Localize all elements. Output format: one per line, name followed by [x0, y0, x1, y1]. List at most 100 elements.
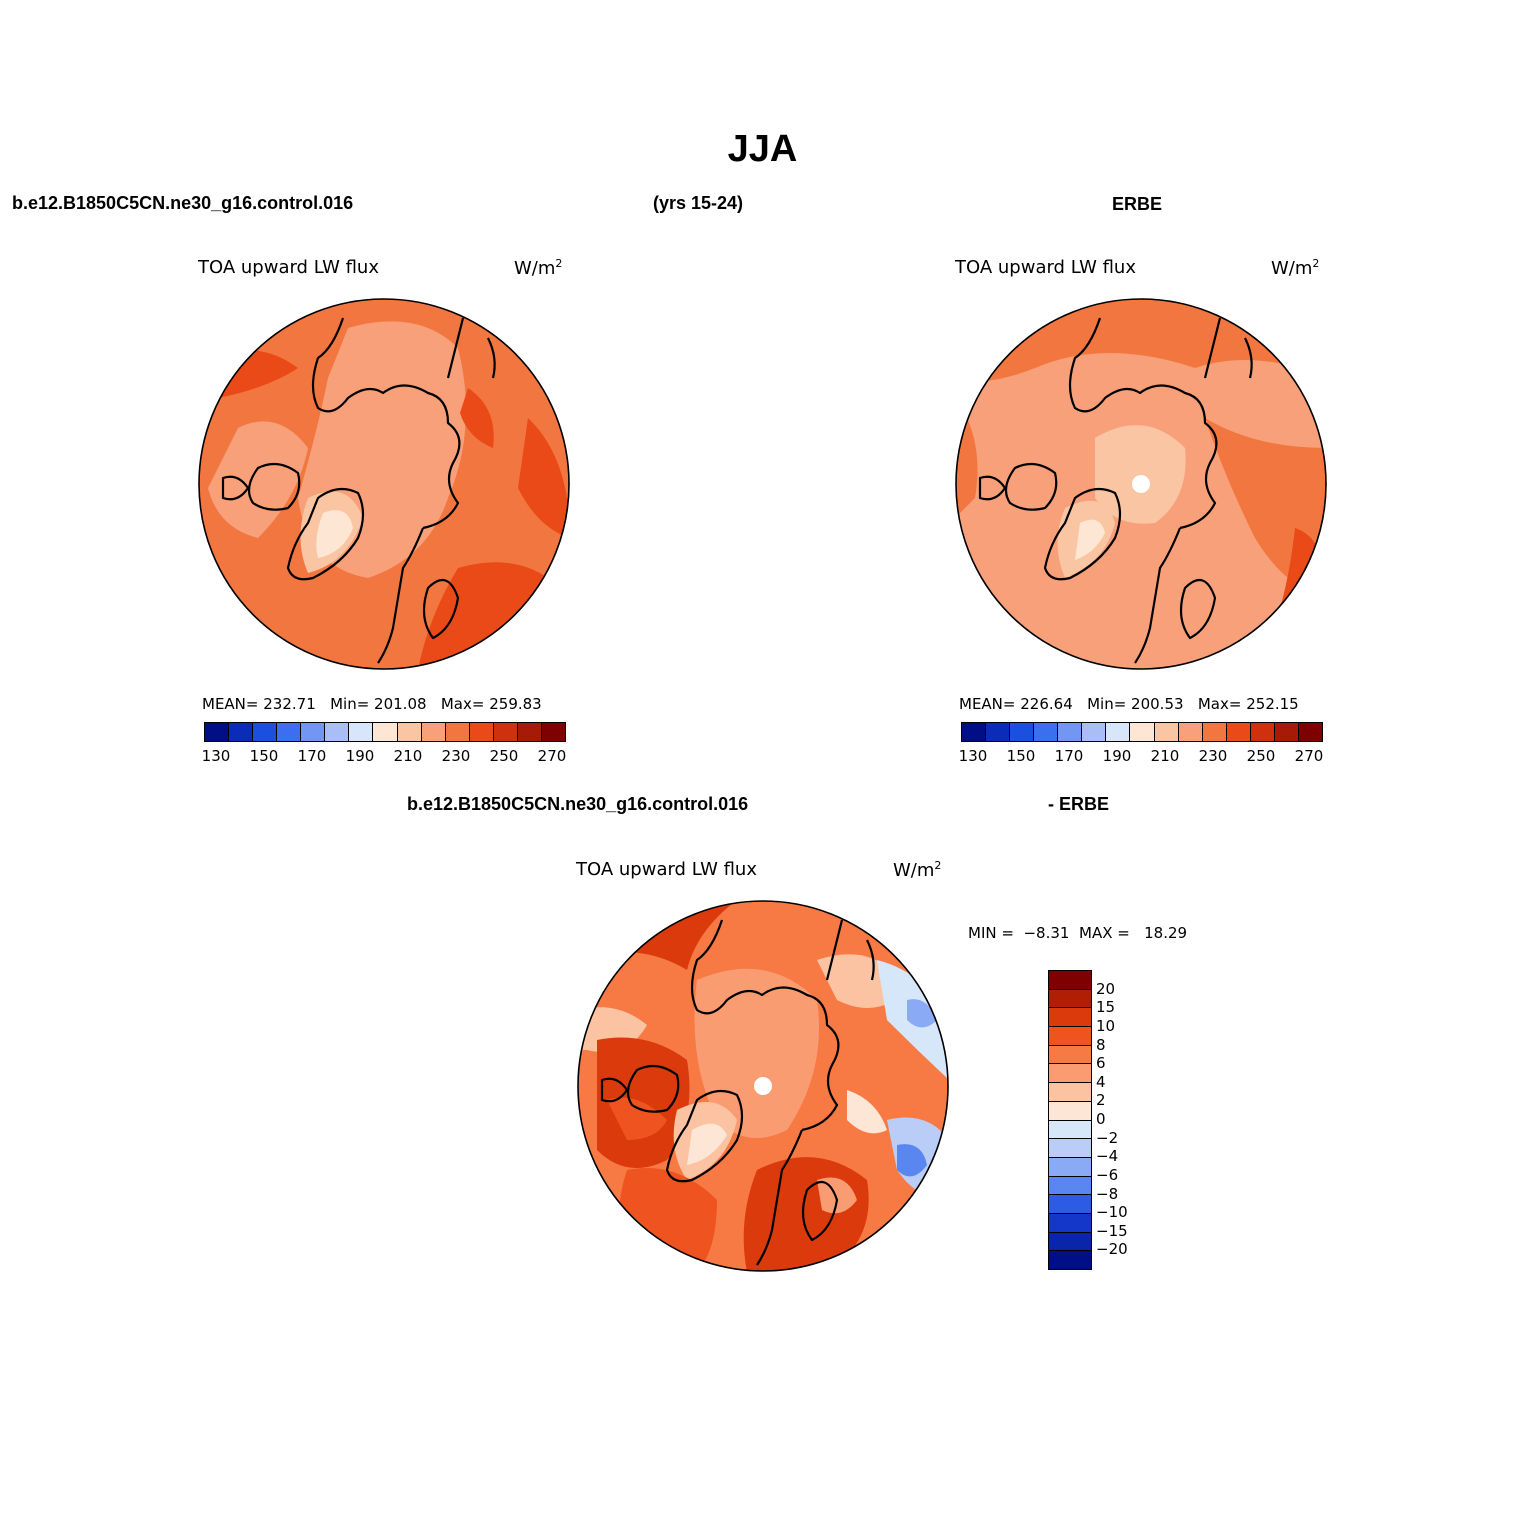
colorbar-tick-label: 250	[1246, 747, 1276, 765]
colorbar-swatch	[1250, 723, 1275, 741]
colorbar-tick-label: 150	[249, 747, 279, 765]
colorbar-tick-label: 230	[441, 747, 471, 765]
colorbar-tick-label: 15	[1096, 998, 1116, 1017]
colorbar-swatch	[1049, 1232, 1091, 1252]
colorbar-swatch	[1034, 723, 1059, 741]
colorbar-tick-label: 190	[1102, 747, 1132, 765]
colorbar-tick-label: −8	[1096, 1184, 1119, 1203]
diff-min-max: MIN = −8.31 MAX = 18.29	[968, 924, 1188, 942]
obs-colorbar	[961, 722, 1323, 742]
colorbar-tick-label: 250	[489, 747, 519, 765]
colorbar-swatch	[253, 723, 278, 741]
colorbar-swatch	[1049, 1251, 1091, 1269]
obs-panel-title: TOA upward LW flux	[955, 257, 1136, 278]
colorbar-swatch	[1049, 1027, 1091, 1046]
colorbar-swatch	[301, 723, 326, 741]
colorbar-tick-label: 0	[1096, 1110, 1106, 1128]
colorbar-swatch	[373, 723, 398, 741]
diff-panel-title: TOA upward LW flux	[576, 859, 757, 880]
model-polar-map	[198, 298, 570, 670]
colorbar-tick-label: −4	[1096, 1147, 1119, 1166]
colorbar-tick-label: 2	[1096, 1091, 1106, 1110]
diff-header-case: b.e12.B1850C5CN.ne30_g16.control.016	[407, 794, 749, 814]
colorbar-swatch	[1049, 989, 1091, 1009]
colorbar-swatch	[1049, 1064, 1091, 1084]
colorbar-tick-label: −15	[1096, 1221, 1128, 1240]
colorbar-swatch	[1049, 1101, 1091, 1121]
colorbar-swatch	[986, 723, 1011, 741]
colorbar-tick-label: 8	[1096, 1035, 1106, 1054]
model-colorbar	[204, 722, 566, 742]
obs-stats: MEAN= 226.64 Min= 200.53 Max= 252.15	[959, 695, 1299, 713]
colorbar-tick-label: 170	[297, 747, 327, 765]
obs-panel-units: W/m2	[1271, 257, 1320, 279]
colorbar-swatch	[469, 723, 494, 741]
colorbar-tick-label: 10	[1096, 1016, 1116, 1035]
colorbar-swatch	[445, 723, 470, 741]
model-panel-units: W/m2	[514, 257, 563, 279]
colorbar-tick-label: 190	[345, 747, 375, 765]
colorbar-swatch	[1202, 723, 1227, 741]
case-name: b.e12.B1850C5CN.ne30_g16.control.016	[12, 193, 354, 213]
colorbar-tick-label: −10	[1096, 1203, 1128, 1222]
colorbar-swatch	[962, 723, 987, 741]
colorbar-tick-label: 270	[1294, 747, 1324, 765]
colorbar-swatch	[397, 723, 422, 741]
colorbar-tick-label: 130	[201, 747, 231, 765]
colorbar-swatch	[421, 723, 446, 741]
colorbar-swatch	[1178, 723, 1203, 741]
model-colorbar-labels: 130 150 170 190 210 230 250 270	[201, 747, 567, 765]
figure-title: JJA	[727, 128, 798, 170]
colorbar-tick-label: −6	[1096, 1165, 1119, 1184]
model-panel-title: TOA upward LW flux	[198, 257, 379, 278]
colorbar-swatch	[349, 723, 374, 741]
colorbar-swatch	[1049, 1195, 1091, 1214]
colorbar-tick-label: 6	[1096, 1054, 1106, 1073]
colorbar-swatch	[1049, 1213, 1091, 1233]
pole-missing-data	[1132, 475, 1150, 493]
colorbar-swatch	[277, 723, 302, 741]
colorbar-swatch	[1049, 1045, 1091, 1065]
colorbar-tick-label: 4	[1096, 1072, 1106, 1091]
colorbar-swatch	[1298, 723, 1322, 741]
colorbar-tick-label: 150	[1006, 747, 1036, 765]
colorbar-swatch	[1106, 723, 1131, 741]
colorbar-swatch	[1049, 1176, 1091, 1196]
colorbar-swatch	[325, 723, 350, 741]
colorbar-tick-label: 270	[537, 747, 567, 765]
colorbar-swatch	[1049, 1120, 1091, 1140]
obs-polar-map	[955, 298, 1327, 670]
colorbar-swatch	[1274, 723, 1299, 741]
diff-panel-units: W/m2	[893, 859, 942, 881]
diff-colorbar	[1048, 970, 1092, 1270]
obs-colorbar-labels: 130 150 170 190 210 230 250 270	[958, 747, 1324, 765]
colorbar-tick-label: −2	[1096, 1128, 1119, 1147]
colorbar-swatch	[1130, 723, 1155, 741]
years-label: (yrs 15-24)	[653, 193, 744, 213]
colorbar-swatch	[1049, 1008, 1091, 1028]
colorbar-swatch	[493, 723, 518, 741]
colorbar-swatch	[1082, 723, 1107, 741]
colorbar-tick-label: 210	[393, 747, 423, 765]
colorbar-swatch	[1010, 723, 1035, 741]
colorbar-swatch	[229, 723, 254, 741]
diff-polar-map	[577, 900, 949, 1272]
colorbar-tick-label: 230	[1198, 747, 1228, 765]
colorbar-swatch	[517, 723, 542, 741]
colorbar-tick-label: 20	[1096, 979, 1116, 998]
colorbar-swatch	[1049, 971, 1091, 990]
colorbar-tick-label: −20	[1096, 1240, 1128, 1259]
diff-header-obs: - ERBE	[1048, 794, 1110, 814]
obs-name: ERBE	[1112, 194, 1163, 214]
colorbar-swatch	[205, 723, 230, 741]
pole-missing-data	[754, 1077, 772, 1095]
colorbar-swatch	[1154, 723, 1179, 741]
colorbar-tick-label: 170	[1054, 747, 1084, 765]
colorbar-swatch	[1058, 723, 1083, 741]
colorbar-swatch	[1049, 1139, 1091, 1158]
colorbar-swatch	[1049, 1157, 1091, 1177]
model-stats: MEAN= 232.71 Min= 201.08 Max= 259.83	[202, 695, 542, 713]
colorbar-swatch	[541, 723, 565, 741]
colorbar-tick-label: 130	[958, 747, 988, 765]
colorbar-swatch	[1226, 723, 1251, 741]
